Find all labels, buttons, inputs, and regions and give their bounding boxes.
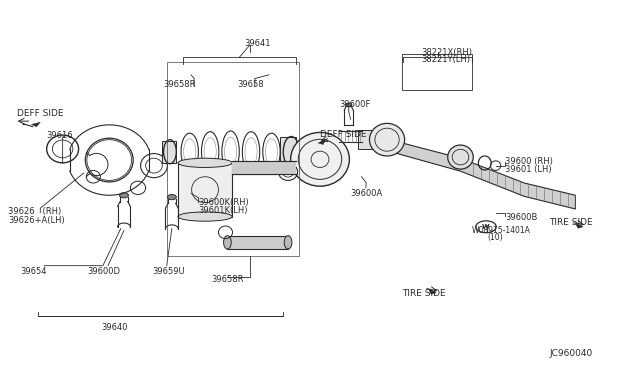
Text: 39616: 39616 (47, 131, 74, 141)
Bar (227, 235, 288, 249)
Text: 39601 (LH): 39601 (LH) (505, 165, 552, 174)
Circle shape (168, 195, 176, 200)
Ellipse shape (369, 124, 404, 156)
Bar (232, 161, 296, 174)
Circle shape (120, 193, 129, 198)
Text: 39626+A(LH): 39626+A(LH) (8, 216, 65, 225)
Polygon shape (318, 139, 326, 144)
Text: 39600D: 39600D (87, 267, 120, 276)
Polygon shape (429, 289, 436, 294)
Ellipse shape (284, 235, 292, 249)
Text: 39600K(RH): 39600K(RH) (198, 198, 250, 207)
Ellipse shape (223, 235, 231, 249)
Circle shape (476, 221, 496, 233)
Ellipse shape (178, 158, 232, 167)
Text: 39600F: 39600F (339, 100, 371, 109)
Text: 39640: 39640 (102, 323, 128, 332)
Text: 39601K(LH): 39601K(LH) (198, 206, 248, 215)
Ellipse shape (178, 212, 232, 221)
Ellipse shape (363, 133, 377, 146)
Text: JC960040: JC960040 (550, 349, 593, 358)
Ellipse shape (291, 132, 349, 186)
Bar (280, 137, 296, 167)
Text: 38221Y(LH): 38221Y(LH) (421, 55, 470, 64)
Text: 39600 (RH): 39600 (RH) (505, 157, 553, 166)
Text: 39659U: 39659U (153, 267, 186, 276)
Text: 39600A: 39600A (351, 189, 383, 198)
Text: 38221X(RH): 38221X(RH) (421, 48, 472, 57)
Circle shape (346, 103, 352, 107)
Bar (162, 141, 175, 163)
Text: 39626   (RH): 39626 (RH) (8, 208, 61, 217)
Text: 39654: 39654 (20, 267, 46, 276)
Bar (358, 130, 381, 149)
Text: W: W (482, 224, 490, 230)
Polygon shape (366, 134, 575, 209)
Text: TIRE SIDE: TIRE SIDE (402, 289, 445, 298)
Text: (10): (10) (487, 233, 503, 243)
Text: W08915-1401A: W08915-1401A (472, 226, 531, 235)
Polygon shape (31, 122, 40, 127)
Bar (402, 54, 472, 90)
Text: 39641: 39641 (244, 39, 271, 48)
Polygon shape (575, 223, 583, 228)
Text: 39658R: 39658R (211, 275, 244, 284)
Bar (178, 163, 232, 217)
Text: DEFF SIDE: DEFF SIDE (17, 109, 63, 118)
Text: DEFF SIDE: DEFF SIDE (320, 129, 367, 139)
Ellipse shape (448, 145, 473, 169)
Text: TIRE SIDE: TIRE SIDE (548, 218, 592, 227)
Text: 39658R: 39658R (164, 80, 196, 89)
Text: 39600B: 39600B (505, 213, 538, 222)
Text: 39658: 39658 (237, 80, 264, 89)
